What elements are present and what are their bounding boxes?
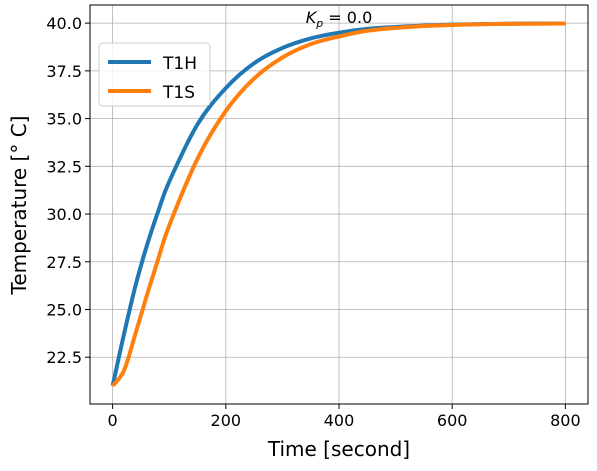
y-tick-label: 32.5: [46, 157, 82, 176]
x-tick-label: 400: [324, 411, 355, 430]
y-tick-label: 22.5: [46, 348, 82, 367]
series-line-t1s: [111, 21, 566, 388]
y-tick-label: 37.5: [46, 62, 82, 81]
y-axis-label: Temperature [° C]: [7, 116, 31, 296]
y-tick-label: 27.5: [46, 253, 82, 272]
legend-label-t1s: T1S: [162, 83, 195, 103]
chart-title: Kp = 0.0: [306, 8, 373, 30]
series-lines: [110, 21, 566, 388]
x-axis-label: Time [second]: [267, 437, 410, 461]
legend-label-t1h: T1H: [162, 54, 197, 74]
y-tick-label: 40.0: [46, 14, 82, 33]
x-tick-label: 200: [211, 411, 242, 430]
x-tick-label: 800: [550, 411, 581, 430]
x-tick-label: 0: [108, 411, 118, 430]
y-tick-label: 25.0: [46, 301, 82, 320]
x-axis-ticks: 0 200 400 600 800: [108, 404, 581, 430]
y-axis-ticks: 22.5 25.0 27.5 30.0 32.5 35.0 37.5 40.0: [46, 14, 90, 367]
x-tick-label: 600: [437, 411, 468, 430]
y-tick-label: 35.0: [46, 110, 82, 129]
legend: T1H T1S: [98, 42, 211, 107]
y-tick-label: 30.0: [46, 205, 82, 224]
